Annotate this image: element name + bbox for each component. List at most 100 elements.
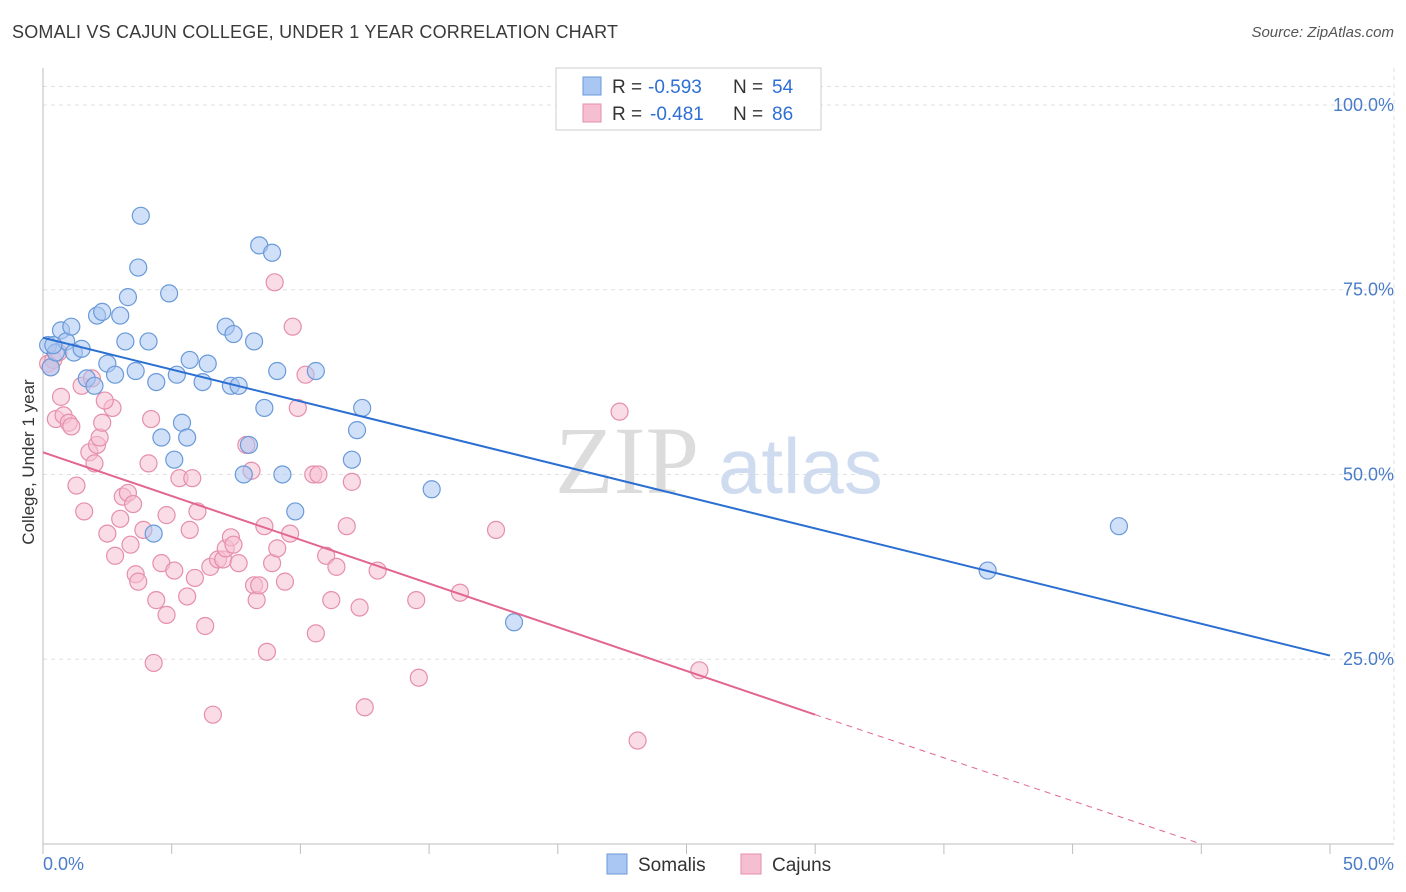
somali-point — [178, 428, 197, 447]
cajun-point — [75, 502, 94, 521]
x-tick-label-min: 0.0% — [43, 854, 84, 874]
cajun-point — [275, 572, 295, 591]
cajun-point — [255, 517, 274, 536]
legend-swatch-somalis — [582, 76, 602, 96]
somali-point — [126, 361, 145, 381]
somali-point — [244, 332, 264, 351]
somali-point — [116, 332, 135, 351]
cajun-point — [450, 583, 470, 602]
legend-r-label-somalis: R = — [612, 77, 642, 98]
cajun-point — [309, 465, 328, 484]
cajun-point — [62, 417, 81, 436]
cajun-point — [610, 402, 629, 421]
cajun-point — [185, 568, 204, 588]
legend-n-value-somalis: 54 — [772, 77, 794, 98]
watermark-atlas: atlas — [718, 422, 883, 510]
cajun-point — [105, 546, 125, 565]
cajun-point — [129, 572, 148, 591]
somali-point — [160, 284, 179, 303]
cajun-point — [144, 653, 163, 673]
cajun-point — [409, 668, 428, 687]
cajun-point — [67, 476, 86, 495]
cajun-point — [121, 535, 140, 554]
cajun-point — [95, 391, 114, 410]
cajun-point — [98, 524, 117, 543]
somali-point — [286, 502, 305, 521]
somali-point — [118, 288, 138, 307]
y-tick-label: 100.0% — [1333, 95, 1394, 115]
somali-point — [262, 243, 282, 262]
legend-swatch-cajuns — [582, 103, 602, 123]
somali-point — [129, 258, 148, 277]
somali-point — [131, 206, 150, 225]
somali-point — [239, 435, 259, 455]
cajun-point — [196, 616, 215, 636]
somali-point — [198, 354, 217, 373]
somali-point — [342, 450, 361, 469]
cajun-point — [123, 494, 143, 514]
cajun-point — [283, 317, 302, 336]
somali-point — [353, 398, 372, 418]
legend: R = -0.593 N = 54 R = -0.481 N = 86 — [555, 67, 822, 131]
x-tick-label-max: 50.0% — [1343, 854, 1394, 874]
y-tick-label: 50.0% — [1343, 464, 1394, 484]
chart-title: SOMALI VS CAJUN COLLEGE, UNDER 1 YEAR CO… — [12, 22, 619, 42]
somali-point — [273, 465, 292, 484]
legend-n-label-cajuns: N = — [733, 104, 763, 125]
somali-point — [93, 302, 112, 321]
y-tick-label: 25.0% — [1343, 649, 1394, 669]
cajun-point — [51, 387, 71, 406]
cajun-point — [288, 398, 307, 418]
somali-point — [62, 317, 81, 336]
cajun-point — [306, 624, 325, 643]
watermark-zip: ZIP — [555, 407, 699, 514]
cajun-point — [342, 472, 361, 491]
cajun-point — [247, 591, 266, 610]
cajun-point — [203, 705, 222, 724]
source-label: Source: ZipAtlas.com — [1251, 24, 1394, 41]
cajun-point — [178, 587, 197, 606]
cajun-point — [180, 520, 199, 540]
cajun-point — [142, 409, 161, 429]
y-tick-labels: 25.0% 50.0% 75.0% 100.0% — [1333, 95, 1394, 669]
cajun-point — [317, 546, 336, 565]
cajun-point — [327, 557, 346, 576]
cajun-point — [265, 273, 284, 292]
cajun-point — [93, 413, 112, 432]
cajun-point — [628, 731, 647, 750]
somali-trend-line — [42, 336, 1331, 657]
cajun-point — [250, 576, 269, 595]
bottom-legend-label-cajuns: Cajuns — [772, 855, 831, 876]
cajun-point — [165, 561, 184, 580]
somali-point — [255, 398, 274, 418]
somali-point — [234, 465, 253, 484]
cajun-trend-line — [42, 451, 816, 716]
bottom-legend-swatch-somalis — [606, 853, 628, 875]
cajun-trend-line — [815, 714, 1202, 845]
legend-r-value-cajuns: -0.481 — [650, 104, 704, 125]
somali-point — [347, 421, 367, 440]
somali-point — [139, 332, 158, 351]
bottom-legend-swatch-cajuns — [740, 853, 762, 875]
cajun-point — [268, 539, 287, 558]
bottom-legend: Somalis Cajuns — [606, 853, 831, 876]
somali-point — [504, 613, 524, 632]
legend-r-label-cajuns: R = — [612, 104, 642, 125]
somali-point — [147, 372, 166, 392]
cajun-point — [322, 591, 341, 610]
cajun-point — [368, 561, 387, 580]
cajun-point — [157, 506, 176, 525]
bottom-legend-label-somalis: Somalis — [638, 855, 706, 876]
cajun-point — [183, 469, 202, 488]
somali-point — [165, 450, 184, 469]
somali-point — [105, 365, 125, 384]
cajun-point — [90, 428, 109, 447]
cajun-point — [407, 591, 426, 610]
cajun-point — [350, 598, 369, 617]
somali-point — [111, 306, 130, 325]
y-axis-label: College, Under 1 year — [19, 379, 38, 545]
watermark: ZIP atlas — [555, 407, 883, 514]
legend-n-value-cajuns: 86 — [772, 104, 793, 125]
y-tick-label: 75.0% — [1343, 280, 1394, 300]
cajun-point — [257, 642, 277, 661]
